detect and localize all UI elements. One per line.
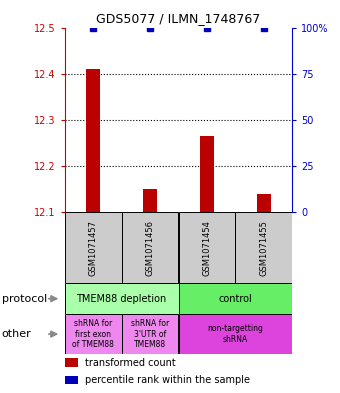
Bar: [143, 189, 157, 212]
Bar: [200, 136, 214, 212]
Bar: [235, 212, 292, 283]
Text: transformed count: transformed count: [85, 358, 176, 367]
Text: TMEM88 depletion: TMEM88 depletion: [76, 294, 167, 304]
Text: other: other: [2, 329, 31, 339]
Text: percentile rank within the sample: percentile rank within the sample: [85, 375, 250, 385]
Bar: [65, 283, 178, 314]
Text: shRNA for
first exon
of TMEM88: shRNA for first exon of TMEM88: [72, 319, 114, 349]
Text: non-targetting
shRNA: non-targetting shRNA: [207, 324, 264, 344]
Text: GSM1071454: GSM1071454: [203, 220, 211, 275]
Bar: [121, 314, 178, 354]
Bar: [178, 212, 235, 283]
Bar: [178, 283, 292, 314]
Bar: [65, 212, 121, 283]
Text: GSM1071457: GSM1071457: [89, 220, 98, 275]
Text: control: control: [219, 294, 252, 304]
Bar: [178, 314, 292, 354]
Bar: [65, 358, 78, 367]
Bar: [65, 376, 78, 384]
Text: GSM1071455: GSM1071455: [259, 220, 268, 275]
Text: protocol: protocol: [2, 294, 47, 304]
Bar: [65, 314, 121, 354]
Bar: [121, 212, 178, 283]
Title: GDS5077 / ILMN_1748767: GDS5077 / ILMN_1748767: [96, 12, 261, 25]
Text: GSM1071456: GSM1071456: [146, 220, 154, 275]
Bar: [86, 69, 100, 212]
Bar: [257, 194, 271, 212]
Text: shRNA for
3'UTR of
TMEM88: shRNA for 3'UTR of TMEM88: [131, 319, 169, 349]
